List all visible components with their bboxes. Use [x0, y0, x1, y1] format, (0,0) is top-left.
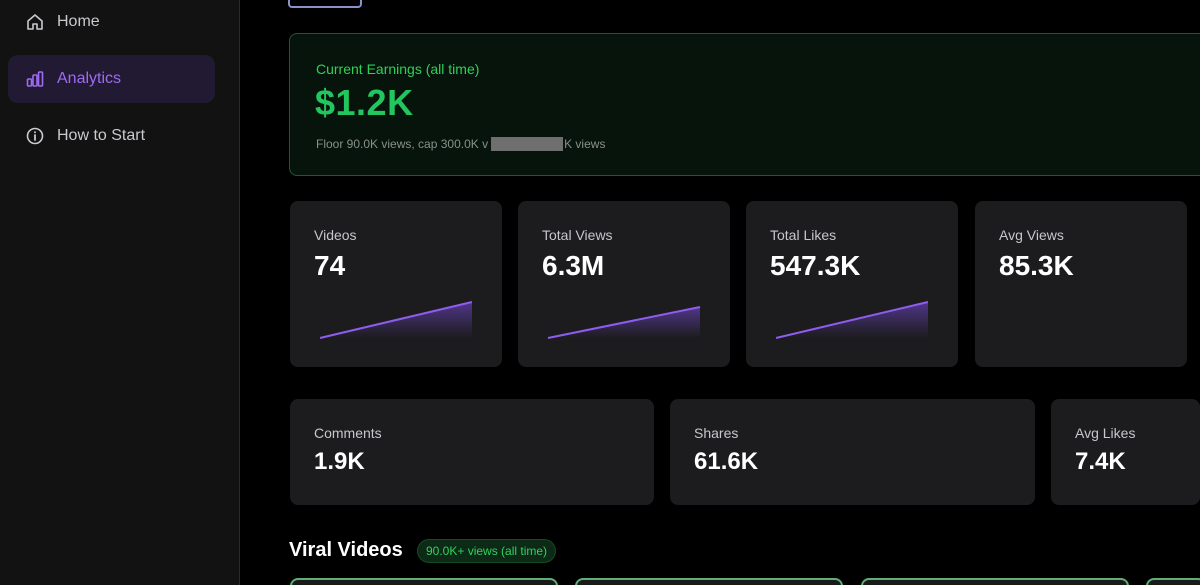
earnings-subtext-suffix: K views	[564, 137, 606, 151]
stat-label: Comments	[314, 425, 382, 441]
stat-card-total-likes: Total Likes 547.3K	[746, 201, 958, 367]
stat-label: Avg Views	[999, 227, 1064, 243]
sidebar-item-home[interactable]: Home	[8, 0, 215, 46]
earnings-subtext: Floor 90.0K views, cap 300.0K v K views	[316, 136, 606, 152]
viral-video-card[interactable]	[861, 578, 1129, 585]
sidebar: Home Analytics How to Start	[0, 0, 240, 585]
sparkline	[547, 306, 701, 339]
viral-threshold-badge: 90.0K+ views (all time)	[417, 539, 557, 563]
stat-card-comments: Comments 1.9K	[290, 399, 654, 505]
info-icon	[25, 126, 45, 146]
earnings-subtext-prefix: Floor 90.0K views, cap 300.0K v	[316, 137, 489, 151]
sidebar-item-label: Home	[57, 13, 100, 30]
stat-value: 7.4K	[1075, 448, 1126, 475]
sparkline	[775, 301, 929, 339]
stat-label: Total Likes	[770, 227, 837, 243]
stat-label: Avg Likes	[1075, 425, 1136, 441]
stat-card-total-views: Total Views 6.3M	[518, 201, 730, 367]
viral-video-card[interactable]	[1146, 578, 1200, 585]
stat-card-avg-views: Avg Views 85.3K	[975, 201, 1187, 367]
stat-label: Total Views	[542, 227, 613, 243]
sidebar-item-label: How to Start	[57, 127, 146, 144]
viral-videos-heading: Viral Videos	[289, 539, 403, 561]
stat-value: 547.3K	[770, 250, 861, 281]
stat-label: Shares	[694, 425, 739, 441]
sidebar-item-analytics[interactable]: Analytics	[8, 55, 215, 103]
stat-card-videos: Videos 74	[290, 201, 502, 367]
sidebar-item-label: Analytics	[57, 70, 122, 87]
redacted-block	[491, 136, 564, 151]
stat-value: 6.3M	[542, 250, 605, 281]
sparkline	[319, 301, 473, 339]
bar-chart-icon	[25, 69, 45, 89]
sidebar-item-how-to-start[interactable]: How to Start	[8, 112, 215, 160]
stat-value: 74	[314, 250, 346, 281]
main-content: Current Earnings (all time) $1.2K Floor …	[241, 0, 1200, 585]
stat-label: Videos	[314, 227, 357, 243]
stat-value: 1.9K	[314, 448, 365, 475]
earnings-amount: $1.2K	[315, 82, 414, 123]
viral-video-card[interactable]	[575, 578, 843, 585]
top-control[interactable]	[288, 0, 362, 8]
stat-card-avg-likes: Avg Likes 7.4K	[1051, 399, 1200, 505]
stat-card-shares: Shares 61.6K	[670, 399, 1035, 505]
earnings-label: Current Earnings (all time)	[316, 61, 480, 77]
viral-video-card[interactable]	[290, 578, 558, 585]
earnings-panel: Current Earnings (all time) $1.2K Floor …	[289, 33, 1200, 176]
stat-value: 61.6K	[694, 448, 759, 475]
stat-value: 85.3K	[999, 250, 1074, 281]
home-icon	[25, 12, 45, 32]
